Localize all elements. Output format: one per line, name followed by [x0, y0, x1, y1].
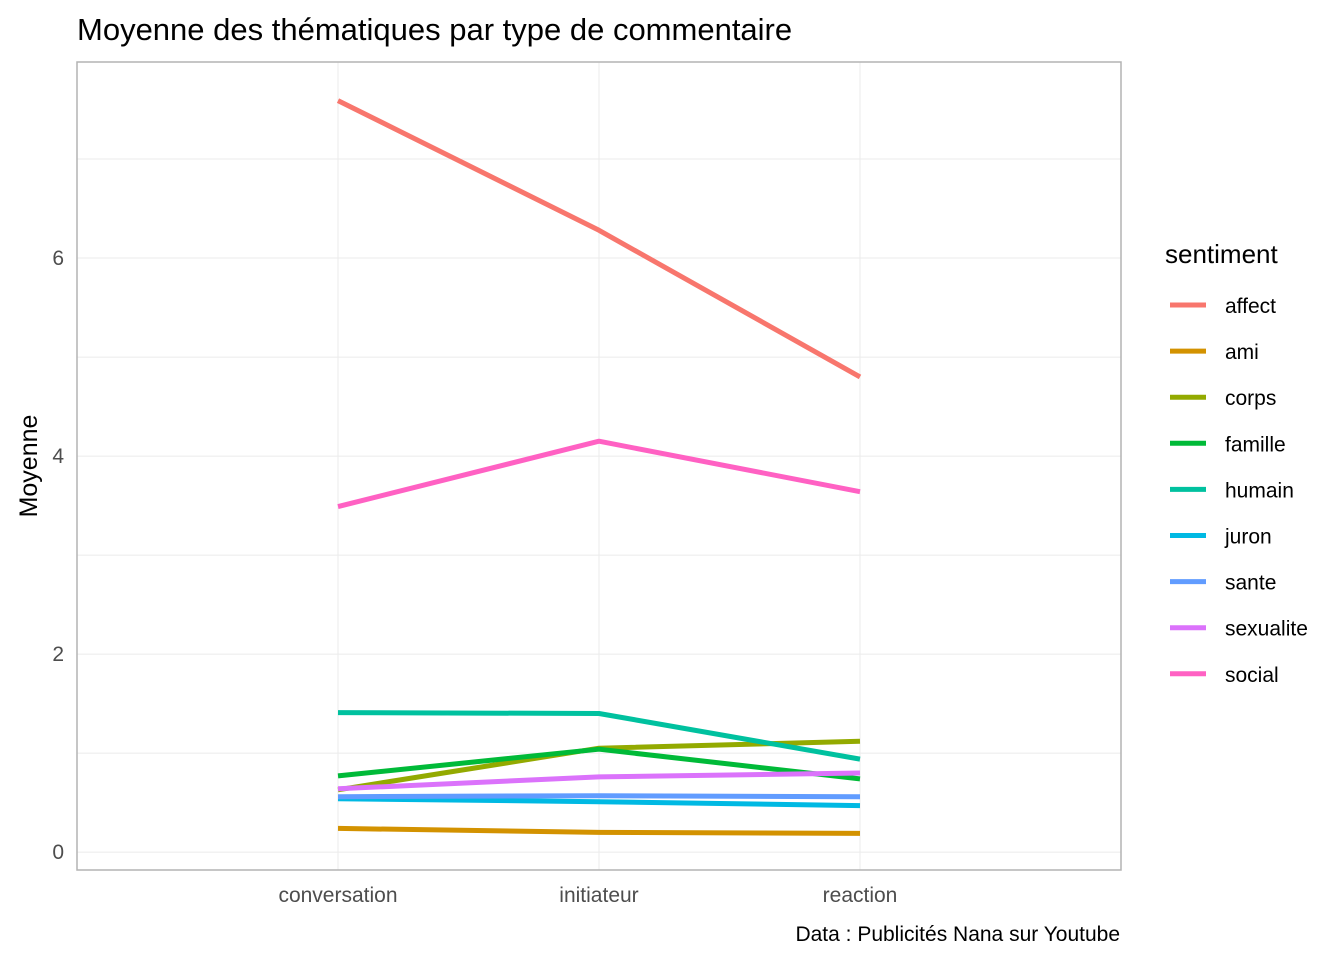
- series-line-juron: [337, 796, 861, 809]
- legend-items: affect ami corps famille humain juron sante sex…: [1170, 295, 1308, 687]
- y-tick-label: 4: [52, 445, 64, 468]
- legend-label-corps: corps: [1225, 387, 1276, 410]
- x-axis-ticks: conversation initiateur reaction: [278, 884, 897, 907]
- legend-label-ami: ami: [1225, 341, 1259, 364]
- series-line-sexualite: [337, 770, 861, 792]
- series-line-famille: [337, 746, 861, 782]
- legend-label-affect: affect: [1225, 295, 1276, 318]
- series-line-affect: [336, 98, 862, 380]
- legend-title: sentiment: [1165, 239, 1278, 269]
- legend-label-famille: famille: [1225, 433, 1286, 456]
- panel-border: [76, 61, 1122, 871]
- y-tick-label: 2: [52, 643, 64, 666]
- legend-label-sexualite: sexualite: [1225, 618, 1308, 641]
- series-line-sante: [337, 793, 861, 800]
- x-tick-label: reaction: [823, 884, 898, 907]
- series-line-social: [337, 438, 861, 510]
- x-tick-label: conversation: [278, 884, 397, 907]
- legend: sentiment affect ami corps famille humain jur…: [1165, 239, 1308, 687]
- legend-label-humain: humain: [1225, 479, 1294, 502]
- chart-caption: Data : Publicités Nana sur Youtube: [795, 923, 1120, 946]
- series-line-ami: [337, 825, 861, 836]
- legend-label-juron: juron: [1224, 526, 1272, 549]
- legend-label-social: social: [1225, 664, 1279, 687]
- series-lines: [336, 98, 862, 836]
- grid-lines: [77, 62, 1121, 870]
- y-tick-label: 6: [52, 247, 64, 270]
- y-axis-title: Moyenne: [15, 415, 43, 518]
- chart-title: Moyenne des thématiques par type de comm…: [77, 12, 792, 47]
- series-line-humain: [337, 710, 861, 762]
- y-tick-label: 0: [52, 841, 64, 864]
- x-tick-label: initiateur: [559, 884, 638, 907]
- legend-label-sante: sante: [1225, 572, 1276, 595]
- y-axis-ticks: 0 2 4 6: [52, 247, 64, 864]
